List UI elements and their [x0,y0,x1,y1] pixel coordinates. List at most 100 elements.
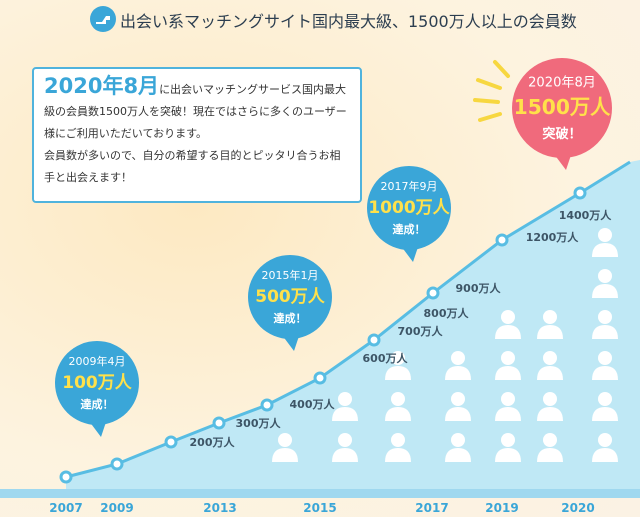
point [495,233,509,247]
person-icon [598,433,612,447]
person-icon [501,433,515,447]
person-icon [391,392,405,406]
person-icon [592,407,618,421]
hand-icon [96,16,110,24]
person-icon [495,407,521,421]
person-icon [495,366,521,380]
point-label: 600万人 [363,351,409,365]
ray [473,98,500,104]
person-icon [445,366,471,380]
year-label: 2020 [561,501,594,515]
callout [55,341,139,425]
x-axis-bar [0,489,640,498]
callout-date: 2015年1月 [262,268,319,282]
title: 出会い系マッチングサイト国内最大級、1500万人以上の会員数 [120,12,577,31]
person-icon [598,228,612,242]
person-icon [537,366,563,380]
person-icon [543,433,557,447]
year-label: 2009 [100,501,133,515]
ray [493,60,510,78]
title-icon [90,6,116,32]
person-icon [332,407,358,421]
highlight: 2020年8月 [44,74,160,98]
person-icon [385,366,411,380]
ray [478,112,502,122]
year-label: 2017 [415,501,448,515]
point [110,457,124,471]
person-icon [592,243,618,257]
person-icon [537,407,563,421]
intro-text: 会員数が多いので、自分の希望する目的とピッタリ合うお相手と出会えます！ [44,149,341,184]
callout-date: 2020年8月 [528,75,596,91]
person-icon [501,351,515,365]
point-label: 400万人 [290,397,336,411]
person-icon [537,325,563,339]
callout-amount: 1000万人 [368,198,450,218]
person-icon [278,433,292,447]
person-icon [598,269,612,283]
year-label: 2007 [49,501,82,515]
person-icon [543,310,557,324]
point [313,371,327,385]
person-icon [451,433,465,447]
point-label: 300万人 [236,416,282,430]
person-icon [338,433,352,447]
callout-status: 突破！ [542,125,581,142]
person-icon [391,433,405,447]
callout [367,166,451,250]
person-icon [495,448,521,462]
person-icon [451,351,465,365]
person-icon [495,325,521,339]
callout [512,58,612,158]
intro-box: 2020年8月に出会いマッチングサービス国内最大級の会員数1500万人を突破！現… [32,67,362,203]
intro-paragraph: 2020年8月に出会いマッチングサービス国内最大級の会員数1500万人を突破！現… [44,75,350,145]
point [367,333,381,347]
person-icon [598,351,612,365]
year-label: 2019 [485,501,518,515]
point [59,470,73,484]
person-icon [445,407,471,421]
ray [476,78,502,90]
point [426,286,440,300]
callout-date: 2009年4月 [69,354,126,368]
callout-amount: 1500万人 [514,95,611,119]
person-icon [385,448,411,462]
point-label: 900万人 [456,281,502,295]
person-icon [537,448,563,462]
person-icon [598,310,612,324]
callout-date: 2017年9月 [381,179,438,193]
point-label: 1200万人 [526,230,580,244]
year-label: 2015 [303,501,336,515]
point-label: 700万人 [398,324,444,338]
person-icon [501,310,515,324]
point [260,398,274,412]
person-icon [391,351,405,365]
person-icon [592,366,618,380]
point-label: 800万人 [424,306,470,320]
person-icon [501,392,515,406]
area [66,160,640,490]
person-icon [543,351,557,365]
point-label: 1400万人 [559,208,613,222]
person-icon [592,284,618,298]
callout-status: 達成！ [81,397,114,411]
person-icon [592,448,618,462]
person-icon [598,392,612,406]
person-icon [592,325,618,339]
person-icon [445,448,471,462]
point-label: 200万人 [190,435,236,449]
intro-text: に出会いマッチングサービス国内最大級の会員数1500万人を突破！現在ではさらに多… [44,83,347,140]
callout-status: 達成！ [274,311,307,325]
callout-amount: 500万人 [255,287,325,307]
person-icon [338,392,352,406]
callout-status: 達成！ [393,222,426,236]
year-label: 2013 [203,501,236,515]
callout [248,255,332,339]
person-icon [385,407,411,421]
person-icon [451,392,465,406]
callout-amount: 100万人 [62,373,132,393]
point [212,416,226,430]
point [573,186,587,200]
